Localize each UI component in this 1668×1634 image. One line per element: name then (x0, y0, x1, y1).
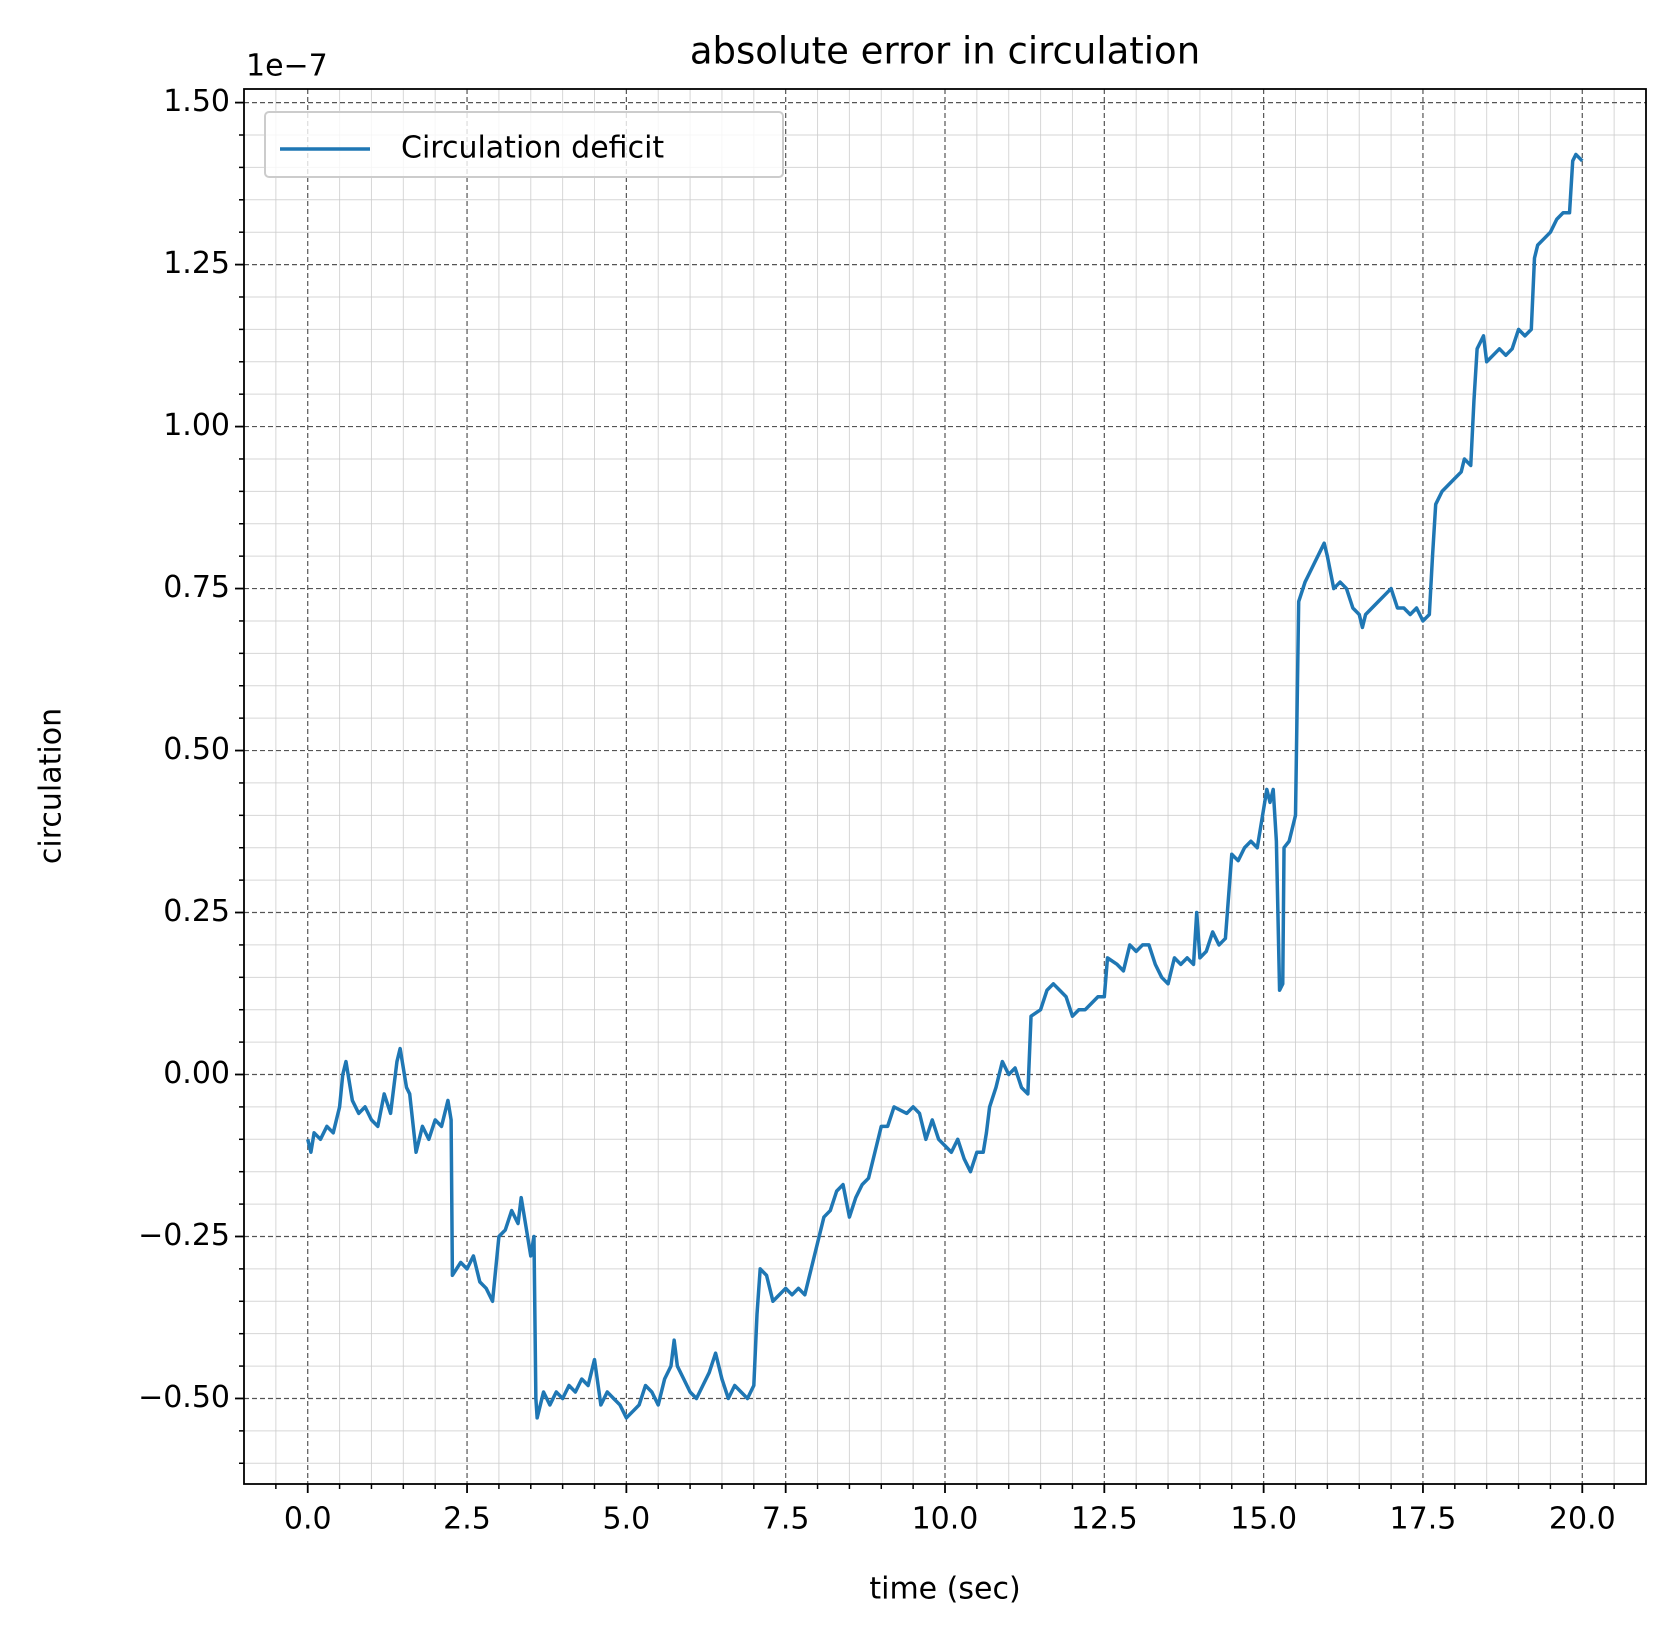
y-tick-label: −0.25 (138, 1218, 230, 1253)
y-tick-label: 1.50 (163, 84, 230, 119)
x-tick-label: 17.5 (1390, 1502, 1457, 1537)
x-tick-label: 15.0 (1230, 1502, 1297, 1537)
data-line (306, 152, 1584, 1420)
x-tick-label: 10.0 (912, 1502, 979, 1537)
y-tick-label: 0.25 (163, 894, 230, 929)
legend-box (264, 111, 784, 178)
y-tick-label: 0.75 (163, 570, 230, 605)
x-tick-label: 20.0 (1549, 1502, 1616, 1537)
x-axis-label: time (sec) (869, 1572, 1020, 1607)
x-tick-label: 5.0 (603, 1502, 651, 1537)
x-tick-label: 2.5 (443, 1502, 491, 1537)
x-tick-label: 7.5 (762, 1502, 810, 1537)
y-tick-label: −0.50 (138, 1380, 230, 1415)
legend-label: Circulation deficit (401, 131, 664, 166)
y-axis-label: circulation (34, 708, 69, 864)
y-offset-text: 1e−7 (246, 49, 328, 84)
y-tick-label: 1.00 (163, 408, 230, 443)
plot-frame (243, 88, 1647, 1485)
chart-title: absolute error in circulation (690, 30, 1200, 73)
y-tick-label: 0.00 (163, 1056, 230, 1091)
x-tick-label: 0.0 (284, 1502, 332, 1537)
y-tick-label: 0.50 (163, 732, 230, 767)
x-tick-label: 12.5 (1071, 1502, 1138, 1537)
y-tick-label: 1.25 (163, 246, 230, 281)
